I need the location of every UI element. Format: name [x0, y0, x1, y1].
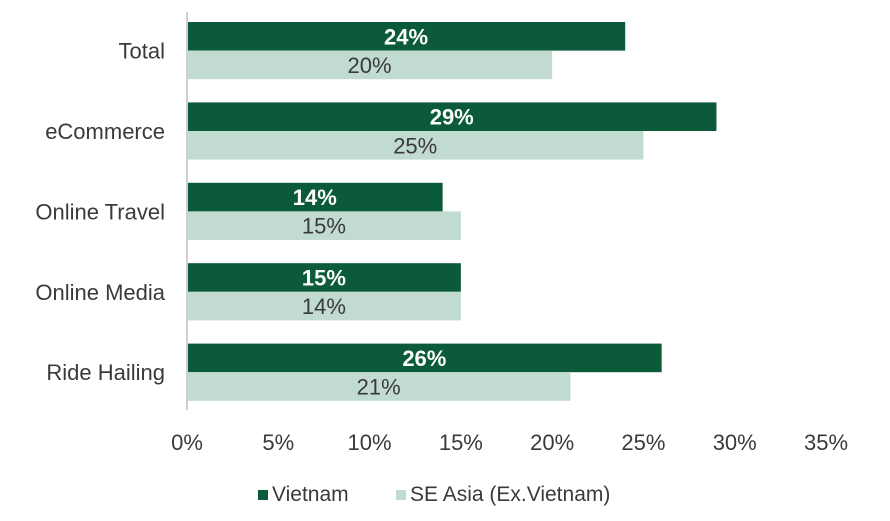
- x-tick-label-3: 15%: [439, 430, 483, 455]
- category-label-4: Ride Hailing: [46, 360, 165, 385]
- data-label-se-asia-2: 15%: [302, 214, 346, 239]
- bar-se-asia-3: [187, 291, 461, 321]
- bars-layer: [187, 22, 717, 401]
- bar-se-asia-0: [187, 50, 553, 80]
- data-label-se-asia-0: 20%: [348, 53, 392, 78]
- bar-vietnam-4: [187, 343, 662, 373]
- data-label-se-asia-3: 14%: [302, 294, 346, 319]
- x-tick-label-2: 10%: [348, 430, 392, 455]
- data-label-se-asia-4: 21%: [357, 375, 401, 400]
- x-tick-label-1: 5%: [262, 430, 294, 455]
- bar-se-asia-4: [187, 372, 571, 401]
- x-tick-label-0: 0%: [171, 430, 203, 455]
- category-labels: Total eCommerce Online Travel Online Media R…: [35, 39, 165, 386]
- bar-vietnam-1: [187, 102, 717, 131]
- bar-se-asia-2: [187, 211, 461, 240]
- x-tick-label-4: 20%: [530, 430, 574, 455]
- legend-label-vietnam: Vietnam: [272, 483, 349, 506]
- legend-swatch-se-asia: [396, 490, 406, 500]
- category-label-3: Online Media: [35, 280, 165, 305]
- category-label-2: Online Travel: [35, 199, 165, 224]
- x-tick-label-7: 35%: [804, 430, 848, 455]
- legend-swatch-vietnam: [258, 490, 268, 500]
- data-label-vietnam-3: 15%: [302, 266, 346, 291]
- data-label-vietnam-0: 24%: [384, 24, 428, 49]
- data-label-vietnam-4: 26%: [402, 346, 446, 371]
- data-labels-layer: 24% 20% 29% 25% 14% 15% 15% 14% 26%21%: [293, 24, 474, 399]
- bar-vietnam-3: [187, 263, 461, 292]
- data-label-vietnam-1: 29%: [430, 105, 474, 130]
- x-tick-label-6: 30%: [713, 430, 757, 455]
- category-label-1: eCommerce: [45, 119, 165, 144]
- x-tick-label-5: 25%: [621, 430, 665, 455]
- bar-vietnam-0: [187, 22, 626, 51]
- category-label-0: Total: [119, 39, 165, 64]
- x-axis-tick-labels: 0% 5% 10% 15% 20% 25% 30% 35%: [171, 430, 848, 455]
- bar-se-asia-1: [187, 131, 644, 160]
- bar-vietnam-2: [187, 182, 443, 212]
- data-label-se-asia-1: 25%: [393, 133, 437, 158]
- data-label-vietnam-2: 14%: [293, 185, 337, 210]
- legend: Vietnam SE Asia (Ex.Vietnam): [258, 483, 610, 506]
- legend-label-se-asia: SE Asia (Ex.Vietnam): [410, 483, 610, 506]
